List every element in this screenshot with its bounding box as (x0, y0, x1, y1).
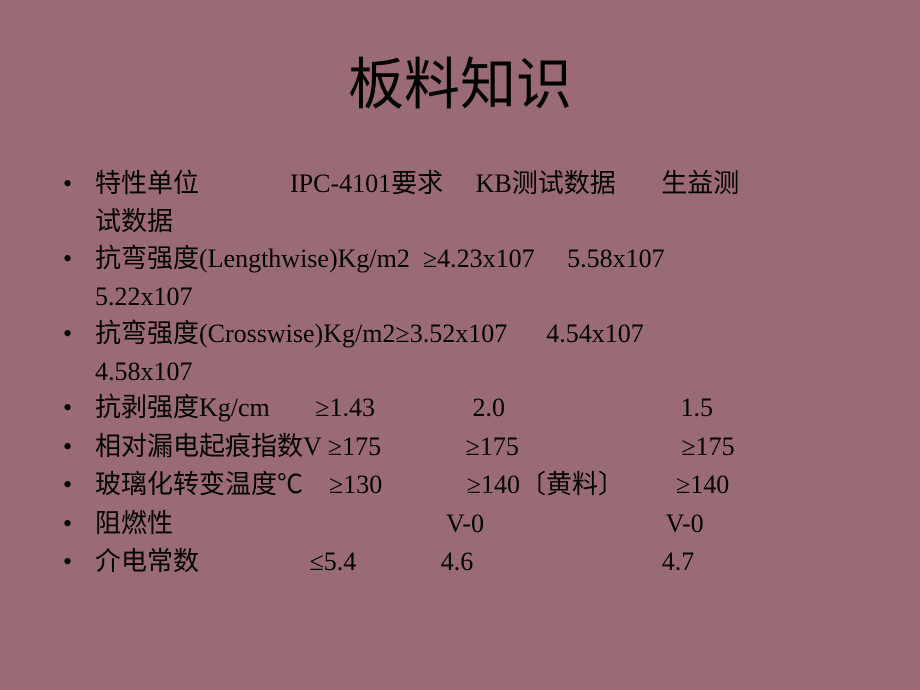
slide-title: 板料知识 (0, 0, 920, 166)
bullet-text: 阻燃性 V-0 V-0 (95, 506, 875, 542)
bullet-marker: • (45, 467, 95, 503)
bullet-item: • 阻燃性 V-0 V-0 (45, 506, 875, 542)
bullet-marker: • (45, 316, 95, 352)
bullet-marker: • (45, 390, 95, 426)
bullet-item: • 特性单位 IPC-4101要求 KB测试数据 生益测 (45, 166, 875, 202)
bullet-continuation: 试数据 (45, 204, 875, 240)
bullet-item: • 相对漏电起痕指数V ≥175 ≥175 ≥175 (45, 429, 875, 465)
bullet-marker: • (45, 166, 95, 202)
bullet-item: • 抗弯强度(Crosswise)Kg/m2≥3.52x107 4.54x107 (45, 316, 875, 352)
bullet-text: 特性单位 IPC-4101要求 KB测试数据 生益测 (95, 166, 875, 202)
bullet-marker: • (45, 429, 95, 465)
bullet-item: • 抗弯强度(Lengthwise)Kg/m2 ≥4.23x107 5.58x1… (45, 241, 875, 277)
bullet-text: 相对漏电起痕指数V ≥175 ≥175 ≥175 (95, 429, 875, 465)
bullet-continuation: 4.58x107 (45, 354, 875, 390)
bullet-item: • 介电常数 ≤5.4 4.6 4.7 (45, 544, 875, 580)
slide-content: • 特性单位 IPC-4101要求 KB测试数据 生益测 试数据 • 抗弯强度(… (0, 166, 920, 580)
bullet-text: 玻璃化转变温度℃ ≥130 ≥140〔黄料〕 ≥140 (95, 467, 875, 503)
bullet-marker: • (45, 506, 95, 542)
bullet-continuation: 5.22x107 (45, 279, 875, 315)
bullet-item: • 玻璃化转变温度℃ ≥130 ≥140〔黄料〕 ≥140 (45, 467, 875, 503)
bullet-marker: • (45, 241, 95, 277)
bullet-text: 介电常数 ≤5.4 4.6 4.7 (95, 544, 875, 580)
bullet-marker: • (45, 544, 95, 580)
bullet-text: 抗剥强度Kg/cm ≥1.43 2.0 1.5 (95, 390, 875, 426)
bullet-text: 抗弯强度(Lengthwise)Kg/m2 ≥4.23x107 5.58x107 (95, 241, 875, 277)
bullet-item: • 抗剥强度Kg/cm ≥1.43 2.0 1.5 (45, 390, 875, 426)
bullet-text: 抗弯强度(Crosswise)Kg/m2≥3.52x107 4.54x107 (95, 316, 875, 352)
